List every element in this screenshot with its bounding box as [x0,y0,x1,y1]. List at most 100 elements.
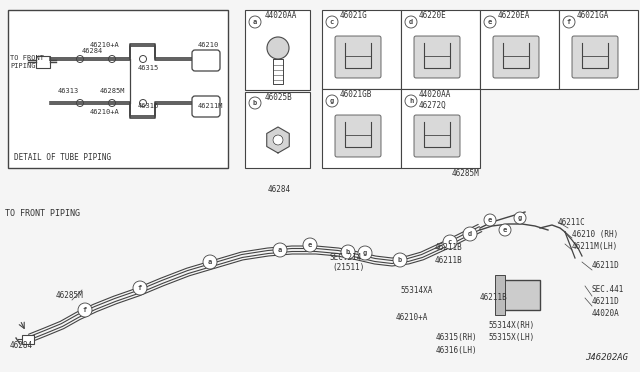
FancyBboxPatch shape [493,36,539,78]
Text: 46025B: 46025B [265,93,292,102]
FancyBboxPatch shape [414,36,460,78]
FancyBboxPatch shape [414,115,460,157]
Text: f: f [567,19,571,25]
FancyBboxPatch shape [335,36,381,78]
FancyBboxPatch shape [192,50,220,71]
Circle shape [341,245,355,259]
Bar [495,275,505,315]
Bar [480,10,559,89]
Text: 44020AA: 44020AA [419,90,451,99]
Bar [401,89,480,168]
Text: h: h [409,98,413,104]
Text: e: e [488,217,492,223]
Circle shape [405,95,417,107]
Text: d: d [468,231,472,237]
Text: 55315X(LH): 55315X(LH) [488,333,534,342]
Text: 46211C: 46211C [558,218,586,227]
Bar [401,10,480,89]
Bar [322,89,401,168]
Text: 46285M: 46285M [100,88,125,94]
Text: 46211D: 46211D [592,261,620,270]
Circle shape [563,16,575,28]
Text: a: a [253,19,257,25]
Bar [322,10,401,89]
Text: 46021GB: 46021GB [340,90,372,99]
Text: 46313: 46313 [58,88,79,94]
Text: c: c [448,239,452,245]
Circle shape [484,214,496,226]
Text: 46316(LH): 46316(LH) [436,346,477,355]
Text: b: b [398,257,402,263]
Text: 55314X(RH): 55314X(RH) [488,321,534,330]
Text: 44020AA: 44020AA [265,11,298,20]
FancyBboxPatch shape [335,115,381,157]
Text: g: g [518,215,522,221]
Text: 46211B: 46211B [480,293,508,302]
Text: 46220E: 46220E [419,11,447,20]
Circle shape [133,281,147,295]
Text: 55314XA: 55314XA [400,286,433,295]
Text: 46211B: 46211B [435,243,463,252]
Circle shape [303,238,317,252]
Text: d: d [409,19,413,25]
Text: 46210: 46210 [198,42,220,48]
Text: SEC.441: SEC.441 [592,285,625,294]
Circle shape [358,246,372,260]
Text: 46211M: 46211M [198,103,223,109]
Circle shape [267,37,289,59]
Text: TO FRONT PIPING: TO FRONT PIPING [5,209,80,218]
Text: 46210+A: 46210+A [396,313,428,322]
Text: a: a [278,247,282,253]
Text: DETAIL OF TUBE PIPING: DETAIL OF TUBE PIPING [14,153,111,162]
Circle shape [484,16,496,28]
Text: c: c [330,19,334,25]
Text: 46210+A: 46210+A [90,42,120,48]
Text: 46211M(LH): 46211M(LH) [572,242,618,251]
Text: 46315(RH): 46315(RH) [436,333,477,342]
Text: a: a [208,259,212,265]
Circle shape [463,227,477,241]
Text: b: b [346,249,350,255]
Text: e: e [488,19,492,25]
Text: 46316: 46316 [138,103,159,109]
Text: e: e [308,242,312,248]
Text: 46284: 46284 [82,48,103,54]
Text: 46285M: 46285M [56,291,84,300]
Circle shape [203,255,217,269]
Text: 46211D: 46211D [592,297,620,306]
Circle shape [249,97,261,109]
Text: f: f [138,285,142,291]
Text: g: g [330,98,334,104]
Text: 44020A: 44020A [592,309,620,318]
Circle shape [273,135,283,145]
Bar [245,92,310,168]
Text: g: g [363,250,367,256]
Circle shape [514,212,526,224]
Text: f: f [83,307,87,313]
Circle shape [405,16,417,28]
Text: 46285M: 46285M [452,169,480,178]
Text: SEC.214: SEC.214 [330,253,362,262]
Text: 46220EA: 46220EA [498,11,531,20]
Circle shape [326,95,338,107]
Text: (21511): (21511) [332,263,364,272]
Text: 46210 (RH): 46210 (RH) [572,230,618,239]
Circle shape [393,253,407,267]
FancyBboxPatch shape [572,36,618,78]
Circle shape [499,224,511,236]
Text: 46315: 46315 [138,65,159,71]
Bar [245,10,310,90]
Bar [22,335,34,344]
Circle shape [78,303,92,317]
Bar [500,280,540,310]
Text: 46284: 46284 [268,185,291,194]
Bar [36,56,50,68]
Text: 46021G: 46021G [340,11,368,20]
Circle shape [443,235,457,249]
Text: TO FRONT
PIPING: TO FRONT PIPING [10,55,44,68]
FancyBboxPatch shape [192,96,220,117]
Circle shape [249,16,261,28]
Text: b: b [253,100,257,106]
Text: 46021GA: 46021GA [577,11,609,20]
Bar [559,10,638,89]
